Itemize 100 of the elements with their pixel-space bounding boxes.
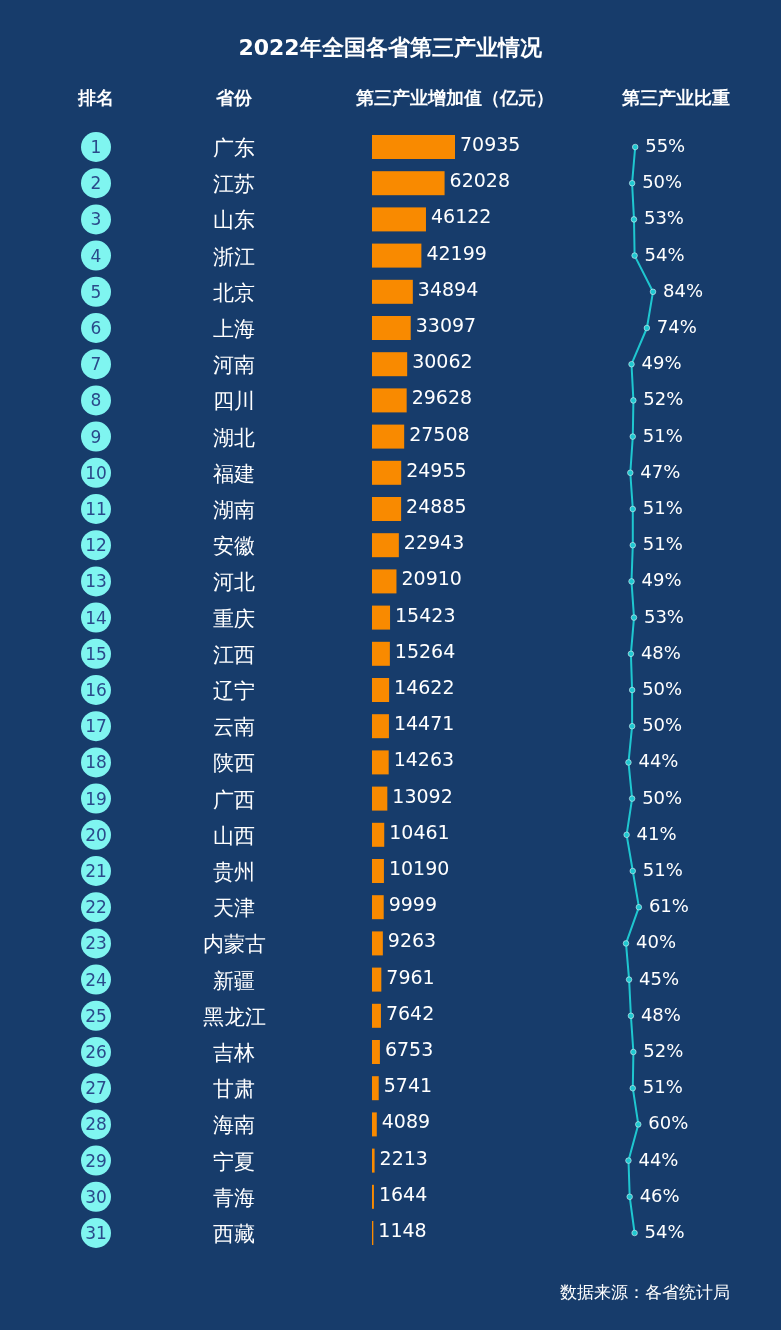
y-tick-label: 湖北 (213, 425, 255, 450)
y-tick-label: 7 (90, 354, 102, 375)
y-tick-label: 黑龙江 (202, 1004, 266, 1029)
data-label: 70935 (460, 133, 521, 155)
data-label: 34894 (417, 277, 479, 300)
y-tick-label: 山东 (213, 208, 255, 233)
data-label: 44% (638, 1148, 679, 1170)
y-tick-label: 河南 (213, 353, 255, 378)
y-tick-label: 23 (85, 933, 107, 954)
data-label: 7642 (385, 1001, 435, 1024)
data-label: 24885 (406, 495, 467, 517)
data-label: 50% (642, 678, 683, 699)
y-tick-label: 海南 (213, 1113, 255, 1138)
y-tick-label: 西藏 (213, 1222, 255, 1246)
data-label: 60% (648, 1112, 689, 1134)
y-tick-label: 24 (85, 969, 107, 990)
y-tick-label: 青海 (213, 1185, 255, 1210)
y-tick-label: 陕西 (213, 751, 255, 776)
y-tick-label: 湖南 (213, 498, 255, 522)
y-tick-label: 5 (90, 281, 102, 302)
x-axis-title: 第三产业增加值（亿元） (355, 87, 554, 108)
y-tick-label: 13 (85, 571, 107, 592)
data-label: 51% (642, 1076, 683, 1098)
data-label: 9999 (388, 893, 438, 916)
data-label: 55% (645, 135, 686, 156)
y-tick-label: 28 (85, 1114, 107, 1135)
y-tick-label: 江西 (213, 642, 255, 667)
y-tick-label: 8 (90, 390, 102, 411)
y-tick-label: 安徽 (213, 534, 255, 559)
y-tick-label: 11 (85, 499, 107, 519)
data-label: 4089 (381, 1110, 431, 1133)
data-label: 14622 (394, 676, 455, 698)
y-tick-label: 新疆 (213, 968, 255, 993)
y-tick-label: 四川 (213, 389, 255, 414)
data-label: 20910 (401, 567, 462, 590)
y-tick-label: 21 (85, 861, 107, 881)
y-tick-label: 26 (85, 1042, 107, 1062)
data-label: 50% (642, 786, 683, 808)
data-label: 47% (640, 460, 681, 482)
data-label: 45% (639, 967, 680, 989)
data-label: 24955 (406, 458, 467, 481)
data-label: 14263 (393, 748, 455, 771)
data-label: 54% (644, 243, 685, 265)
y-tick-label: 辽宁 (213, 679, 255, 703)
y-tick-label: 河北 (213, 570, 255, 595)
data-label: 84% (663, 279, 704, 301)
data-label: 49% (641, 352, 682, 374)
data-label: 15264 (394, 639, 456, 662)
data-label: 52% (643, 388, 684, 410)
data-label: 53% (643, 207, 684, 229)
data-label: 2213 (379, 1146, 428, 1169)
y-tick-label: 4 (90, 245, 102, 266)
data-label: 15423 (395, 603, 456, 626)
y-tick-label: 22 (85, 897, 107, 918)
data-label: 41% (636, 822, 677, 844)
data-label: 6753 (384, 1038, 434, 1060)
data-label: 46% (639, 1184, 680, 1206)
y-tick-label: 宁夏 (213, 1149, 255, 1174)
y-tick-label: 27 (85, 1078, 107, 1099)
data-label: 48% (640, 1003, 681, 1025)
y-tick-label: 16 (85, 680, 107, 700)
y-tick-label: 甘肃 (213, 1077, 255, 1102)
data-label: 51% (642, 497, 683, 518)
y-tick-label: 17 (85, 716, 107, 737)
data-label: 9263 (387, 929, 437, 952)
data-label: 61% (648, 895, 689, 917)
y-tick-label: 上海 (213, 317, 255, 341)
data-label: 53% (643, 605, 684, 627)
y-tick-label: 29 (85, 1150, 107, 1171)
source-note: 数据来源：各省统计局 (560, 1282, 730, 1302)
data-label: 13092 (392, 784, 453, 807)
data-label: 14471 (393, 712, 455, 735)
data-label: 10190 (388, 857, 450, 879)
y-tick-label: 吉林 (213, 1041, 255, 1065)
x-axis-title: 第三产业比重 (621, 87, 730, 108)
data-label: 5741 (383, 1074, 433, 1097)
y-tick-label: 10 (85, 462, 107, 483)
y-tick-label: 2 (90, 173, 102, 194)
y-tick-label: 3 (90, 209, 102, 230)
y-tick-label: 20 (85, 824, 107, 845)
data-label: 50% (642, 171, 683, 193)
y-tick-label: 云南 (213, 715, 255, 740)
y-tick-label: 6 (90, 318, 102, 338)
y-tick-label: 贵州 (213, 860, 255, 884)
data-label: 1148 (378, 1219, 427, 1241)
data-label: 51% (642, 533, 683, 555)
y-tick-label: 30 (85, 1186, 107, 1207)
y-tick-label: 重庆 (213, 606, 255, 631)
data-label: 51% (642, 859, 683, 880)
y-tick-label: 25 (85, 1005, 107, 1026)
data-label: 42199 (426, 241, 487, 264)
y-tick-label: 9 (90, 426, 102, 447)
data-label: 46122 (430, 205, 492, 228)
data-label: 30062 (412, 350, 473, 373)
y-tick-label: 14 (85, 607, 107, 628)
data-label: 10461 (389, 820, 450, 843)
data-label: 40% (636, 931, 677, 953)
chart-title: 2022年全国各省第三产业情况 (238, 35, 543, 60)
y-tick-label: 12 (85, 535, 107, 556)
data-label: 29628 (411, 386, 473, 409)
